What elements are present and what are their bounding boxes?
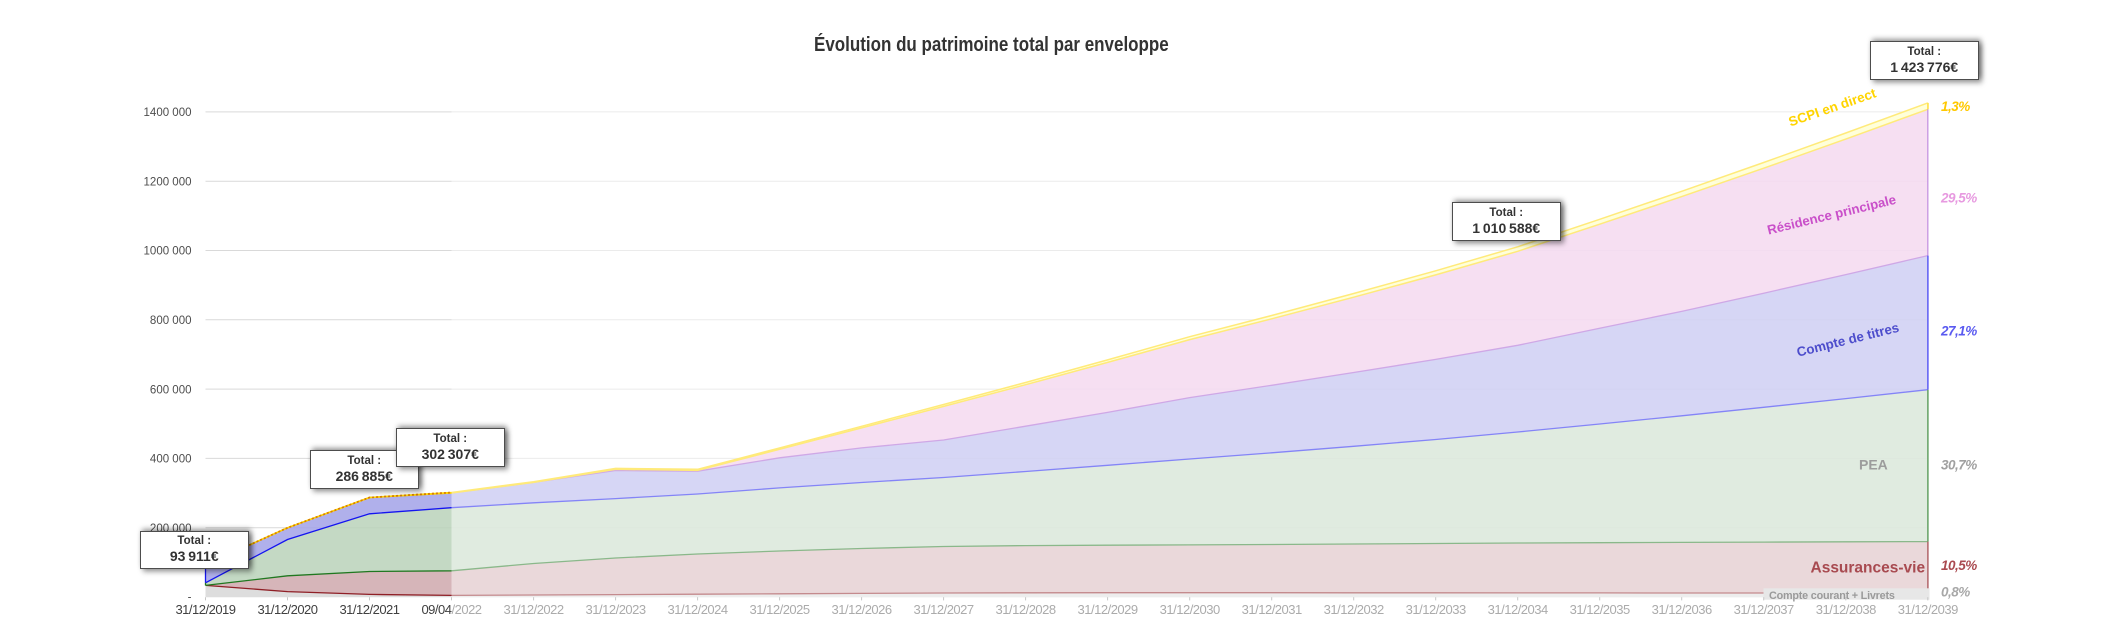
svg-text:31/12/2028: 31/12/2028: [996, 602, 1056, 617]
svg-text:10,5%: 10,5%: [1941, 558, 1977, 573]
svg-text:31/12/2036: 31/12/2036: [1652, 602, 1712, 617]
svg-text:1400 000: 1400 000: [144, 107, 192, 119]
svg-text:PEA: PEA: [1859, 457, 1888, 473]
svg-text:31/12/2037: 31/12/2037: [1734, 602, 1794, 617]
svg-text:31/12/2034: 31/12/2034: [1488, 602, 1548, 617]
svg-text:31/12/2020: 31/12/2020: [257, 602, 317, 617]
svg-text:600 000: 600 000: [150, 384, 192, 396]
svg-text:09/04/2022: 09/04/2022: [421, 602, 481, 617]
svg-text:31/12/2038: 31/12/2038: [1816, 602, 1876, 617]
svg-text:31/12/2021: 31/12/2021: [339, 602, 399, 617]
svg-text:31/12/2026: 31/12/2026: [832, 602, 892, 617]
svg-text:31/12/2033: 31/12/2033: [1406, 602, 1466, 617]
svg-text:31/12/2031: 31/12/2031: [1242, 602, 1302, 617]
svg-text:29,5%: 29,5%: [1940, 191, 1977, 206]
svg-text:31/12/2029: 31/12/2029: [1078, 602, 1138, 617]
svg-text:400 000: 400 000: [150, 454, 192, 466]
svg-text:31/12/2023: 31/12/2023: [586, 602, 646, 617]
svg-text:31/12/2022: 31/12/2022: [504, 602, 564, 617]
svg-text:1,3%: 1,3%: [1941, 99, 1970, 114]
svg-text:31/12/2030: 31/12/2030: [1160, 602, 1220, 617]
svg-text:31/12/2039: 31/12/2039: [1898, 602, 1958, 617]
svg-text:31/12/2024: 31/12/2024: [668, 602, 728, 617]
svg-text:1000 000: 1000 000: [144, 246, 192, 258]
svg-text:31/12/2027: 31/12/2027: [914, 602, 974, 617]
svg-text:31/12/2032: 31/12/2032: [1324, 602, 1384, 617]
svg-text:800 000: 800 000: [150, 315, 192, 327]
svg-text:1200 000: 1200 000: [144, 176, 192, 188]
svg-text:30,7%: 30,7%: [1941, 458, 1977, 473]
svg-text:31/12/2019: 31/12/2019: [175, 602, 235, 617]
svg-text:Assurances-vie: Assurances-vie: [1811, 560, 1926, 577]
svg-text:-: -: [188, 592, 192, 604]
svg-text:Compte courant + Livrets: Compte courant + Livrets: [1769, 590, 1895, 602]
svg-text:0,8%: 0,8%: [1941, 585, 1970, 600]
svg-text:31/12/2035: 31/12/2035: [1570, 602, 1630, 617]
svg-text:27,1%: 27,1%: [1940, 323, 1977, 338]
svg-text:31/12/2025: 31/12/2025: [750, 602, 810, 617]
